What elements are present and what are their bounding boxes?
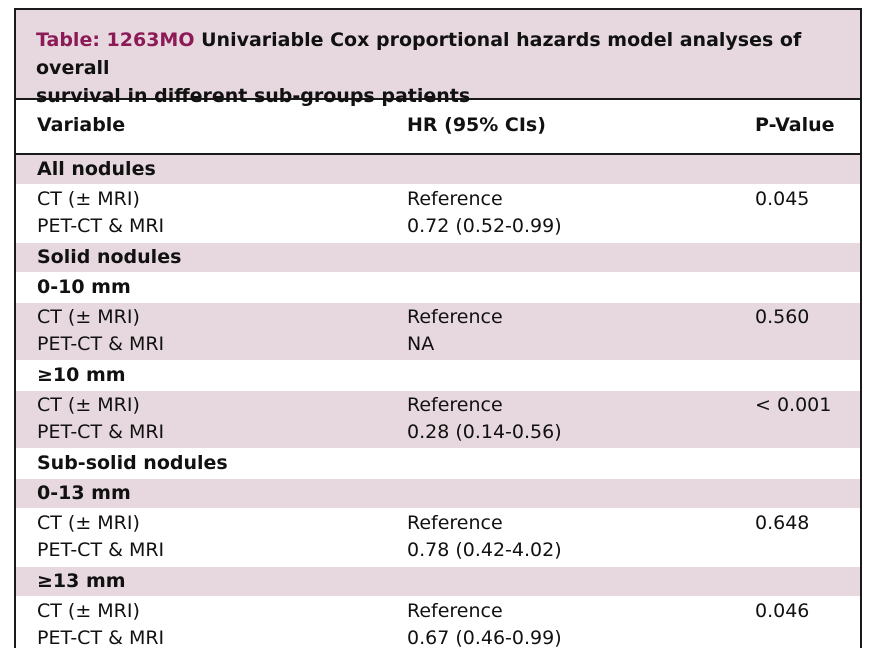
- hr-cell: 0.67 (0.46-0.99): [407, 627, 562, 649]
- section-row: All nodules: [16, 155, 860, 184]
- table-row: CT (± MRI) PET-CT & MRI Reference 0.72 (0.5…: [16, 184, 860, 242]
- hr-cell: 0.78 (0.42-4.02): [407, 539, 562, 561]
- p-value-cell: 0.560: [755, 306, 810, 328]
- variable-cell: CT (± MRI): [37, 188, 140, 210]
- header-variable: Variable: [37, 114, 126, 136]
- variable-cell: PET-CT & MRI: [37, 627, 165, 649]
- section-label: 0-13 mm: [37, 482, 131, 504]
- p-value-cell: 0.045: [755, 188, 810, 210]
- results-table: Table: 1263MO Univariable Cox proportion…: [14, 8, 862, 654]
- hr-cell: Reference: [407, 600, 503, 622]
- header-p-value: P-Value: [755, 114, 835, 136]
- hr-cell: 0.72 (0.52-0.99): [407, 215, 562, 237]
- hr-cell: Reference: [407, 512, 503, 534]
- hr-cell: NA: [407, 333, 435, 355]
- header-hr: HR (95% CIs): [407, 114, 546, 136]
- variable-cell: CT (± MRI): [37, 600, 140, 622]
- p-value-cell: 0.046: [755, 600, 810, 622]
- hr-cell: Reference: [407, 188, 503, 210]
- table-row: CT (± MRI) PET-CT & MRI Reference 0.67 (0.4…: [16, 596, 860, 654]
- variable-cell: CT (± MRI): [37, 394, 140, 416]
- p-value-cell: 0.648: [755, 512, 810, 534]
- hr-cell: Reference: [407, 394, 503, 416]
- variable-cell: PET-CT & MRI: [37, 333, 165, 355]
- variable-cell: PET-CT & MRI: [37, 539, 165, 561]
- variable-cell: PET-CT & MRI: [37, 215, 165, 237]
- section-label: 0-10 mm: [37, 276, 131, 298]
- p-value-cell: < 0.001: [755, 394, 832, 416]
- variable-cell: PET-CT & MRI: [37, 421, 165, 443]
- table-row: CT (± MRI) PET-CT & MRI Reference 0.78 (0.4…: [16, 508, 860, 566]
- section-label: Solid nodules: [37, 246, 182, 268]
- table-label: Table: 1263MO: [36, 29, 195, 51]
- section-label: ≥13 mm: [37, 570, 126, 592]
- section-row: ≥13 mm: [16, 566, 860, 596]
- section-row: ≥10 mm: [16, 360, 860, 390]
- section-label: All nodules: [37, 158, 156, 180]
- section-label: ≥10 mm: [37, 364, 126, 386]
- table-title: Table: 1263MO Univariable Cox proportion…: [16, 10, 860, 107]
- variable-cell: CT (± MRI): [37, 512, 140, 534]
- table-row: CT (± MRI) PET-CT & MRI Reference NA 0.560: [16, 302, 860, 360]
- table-body: All nodules CT (± MRI) PET-CT & MRI Referen…: [16, 155, 860, 654]
- section-label: Sub-solid nodules: [37, 452, 228, 474]
- section-row: 0-10 mm: [16, 272, 860, 302]
- hr-cell: Reference: [407, 306, 503, 328]
- section-row: 0-13 mm: [16, 478, 860, 508]
- section-row: Sub-solid nodules: [16, 448, 860, 478]
- section-row: Solid nodules: [16, 242, 860, 272]
- title-text-line2: survival in different sub-groups patient…: [36, 85, 471, 107]
- hr-cell: 0.28 (0.14-0.56): [407, 421, 562, 443]
- variable-cell: CT (± MRI): [37, 306, 140, 328]
- title-text-line1: Univariable Cox proportional hazards mod…: [36, 29, 802, 79]
- table-row: CT (± MRI) PET-CT & MRI Reference 0.28 (0.1…: [16, 390, 860, 448]
- table-header: Variable HR (95% CIs) P-Value: [16, 100, 860, 155]
